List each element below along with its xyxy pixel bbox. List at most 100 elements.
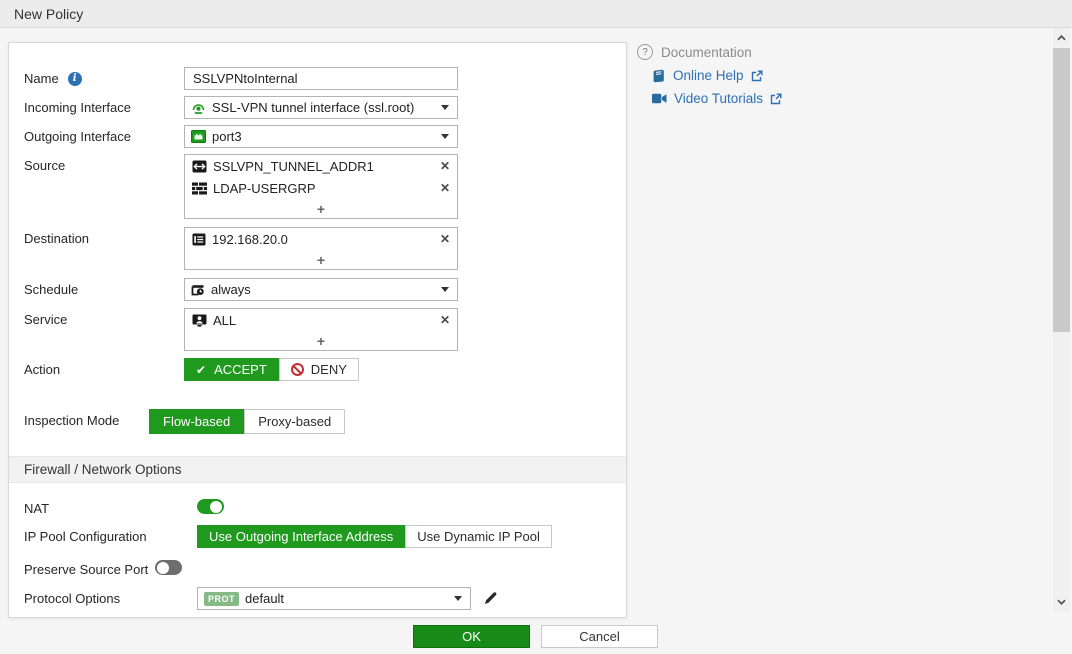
outgoing-interface-label: Outgoing Interface [24,129,131,144]
user-group-icon [192,182,207,195]
section-title: Firewall / Network Options [24,462,182,477]
subnet-icon [192,233,206,246]
name-input[interactable] [184,67,458,90]
documentation-title: Documentation [661,44,752,60]
toggle-knob [157,561,170,574]
schedule-label: Schedule [24,282,79,297]
ip-pool-segmented-control: Use Outgoing Interface Address Use Dynam… [197,525,552,548]
nat-toggle[interactable] [197,499,224,514]
book-icon [652,69,666,83]
edit-pencil-icon[interactable] [484,591,498,610]
external-link-icon [770,93,782,105]
source-entry[interactable]: LDAP-USERGRP ✕ [185,177,457,199]
ok-button[interactable]: OK [413,625,530,648]
source-entry-name: LDAP-USERGRP [213,180,316,196]
form-row-incoming-interface: Incoming Interface SSL-VPN tunnel interf… [24,96,626,119]
chevron-down-icon [441,105,449,110]
service-all-icon [192,314,207,327]
plus-icon: + [316,251,326,268]
flow-based-button[interactable]: Flow-based [149,409,245,434]
remove-icon[interactable]: ✕ [439,232,450,246]
remove-icon[interactable]: ✕ [439,313,450,327]
profile-type-badge: PROT [204,591,240,606]
schedule-select[interactable]: always [184,278,458,301]
incoming-interface-select[interactable]: SSL-VPN tunnel interface (ssl.root) [184,96,458,119]
policy-form-card: Name i Incoming Interface SSL-VPN tunnel… [8,42,627,618]
vertical-scrollbar[interactable] [1053,28,1070,612]
accept-label: ACCEPT [214,362,267,377]
remove-icon[interactable]: ✕ [439,159,450,173]
source-entry-name: SSLVPN_TUNNEL_ADDR1 [213,158,374,174]
scroll-down-arrow-icon[interactable] [1053,594,1070,610]
use-outgoing-interface-address-button[interactable]: Use Outgoing Interface Address [197,525,406,548]
form-row-outgoing-interface: Outgoing Interface port3 [24,125,626,148]
checkmark-icon: ✔ [196,362,207,377]
chevron-down-icon [454,596,462,601]
add-service-button[interactable]: + [185,331,457,350]
proxy-based-button[interactable]: Proxy-based [244,409,346,434]
info-icon[interactable]: i [67,71,82,86]
form-row-schedule: Schedule always [24,278,626,301]
action-label: Action [24,362,61,377]
source-box: SSLVPN_TUNNEL_ADDR1 ✕ LDAP-USERGRP ✕ + [184,154,458,219]
protocol-options-select[interactable]: PROT default [197,587,471,610]
ssl-vpn-tunnel-icon [191,101,206,115]
recurring-schedule-icon [191,283,205,296]
remove-icon[interactable]: ✕ [439,181,450,195]
deny-button[interactable]: DENY [278,358,359,381]
deny-label: DENY [310,362,347,377]
online-help-link[interactable]: Online Help [652,68,782,83]
destination-box: 192.168.20.0 ✕ + [184,227,458,270]
window-title-bar: New Policy [0,0,1072,28]
toggle-knob [210,500,222,513]
outgoing-interface-value: port3 [212,129,242,144]
form-row-nat: NAT [24,497,626,516]
form-row-ip-pool: IP Pool Configuration Use Outgoing Inter… [24,525,626,548]
form-row-source: Source SSLVPN_TUNNEL_ADDR1 ✕ LDAP-USERGR… [24,154,626,219]
protocol-options-label: Protocol Options [24,591,121,606]
video-tutorials-link[interactable]: Video Tutorials [652,91,782,106]
plus-icon: + [316,332,326,349]
online-help-label: Online Help [673,68,744,83]
incoming-interface-label: Incoming Interface [24,100,131,115]
cancel-button[interactable]: Cancel [541,625,658,648]
use-dynamic-ip-pool-label: Use Dynamic IP Pool [417,529,540,544]
source-entry[interactable]: SSLVPN_TUNNEL_ADDR1 ✕ [185,155,457,177]
add-source-button[interactable]: + [185,199,457,218]
add-destination-button[interactable]: + [185,250,457,269]
video-tutorials-label: Video Tutorials [674,91,764,106]
inspection-mode-segmented-control: Flow-based Proxy-based [149,409,346,434]
external-link-icon [751,70,763,82]
scroll-up-arrow-icon[interactable] [1053,30,1070,46]
form-row-name: Name i [24,67,626,90]
scrollbar-thumb[interactable] [1053,48,1070,332]
page-title: New Policy [14,5,84,22]
destination-entry[interactable]: 192.168.20.0 ✕ [185,228,457,250]
ok-button-label: OK [462,629,481,644]
service-box: ALL ✕ + [184,308,458,351]
plus-icon: + [316,200,326,217]
service-label: Service [24,312,68,327]
documentation-panel: ? Documentation Online Help Video Tutori… [637,44,782,106]
video-camera-icon [652,93,667,104]
outgoing-interface-select[interactable]: port3 [184,125,458,148]
preserve-source-port-label: Preserve Source Port [24,562,149,577]
form-row-action: Action ✔ ACCEPT DENY [24,358,626,381]
service-entry[interactable]: ALL ✕ [185,309,457,331]
form-row-service: Service ALL ✕ + [24,308,626,351]
action-segmented-control: ✔ ACCEPT DENY [184,358,359,381]
form-row-inspection-mode: Inspection Mode Flow-based Proxy-based [24,409,626,434]
flow-based-label: Flow-based [163,414,231,429]
preserve-source-port-toggle[interactable] [155,560,183,575]
use-dynamic-ip-pool-button[interactable]: Use Dynamic IP Pool [405,525,552,548]
accept-button[interactable]: ✔ ACCEPT [184,358,279,381]
help-question-icon: ? [637,44,653,60]
chevron-down-icon [441,287,449,292]
nat-label: NAT [24,501,50,516]
chevron-down-icon [441,134,449,139]
firewall-network-options-section-header: Firewall / Network Options [9,456,626,483]
protocol-options-value: default [245,591,285,606]
destination-label: Destination [24,231,90,246]
source-label: Source [24,158,66,173]
ethernet-port-icon [191,130,206,143]
